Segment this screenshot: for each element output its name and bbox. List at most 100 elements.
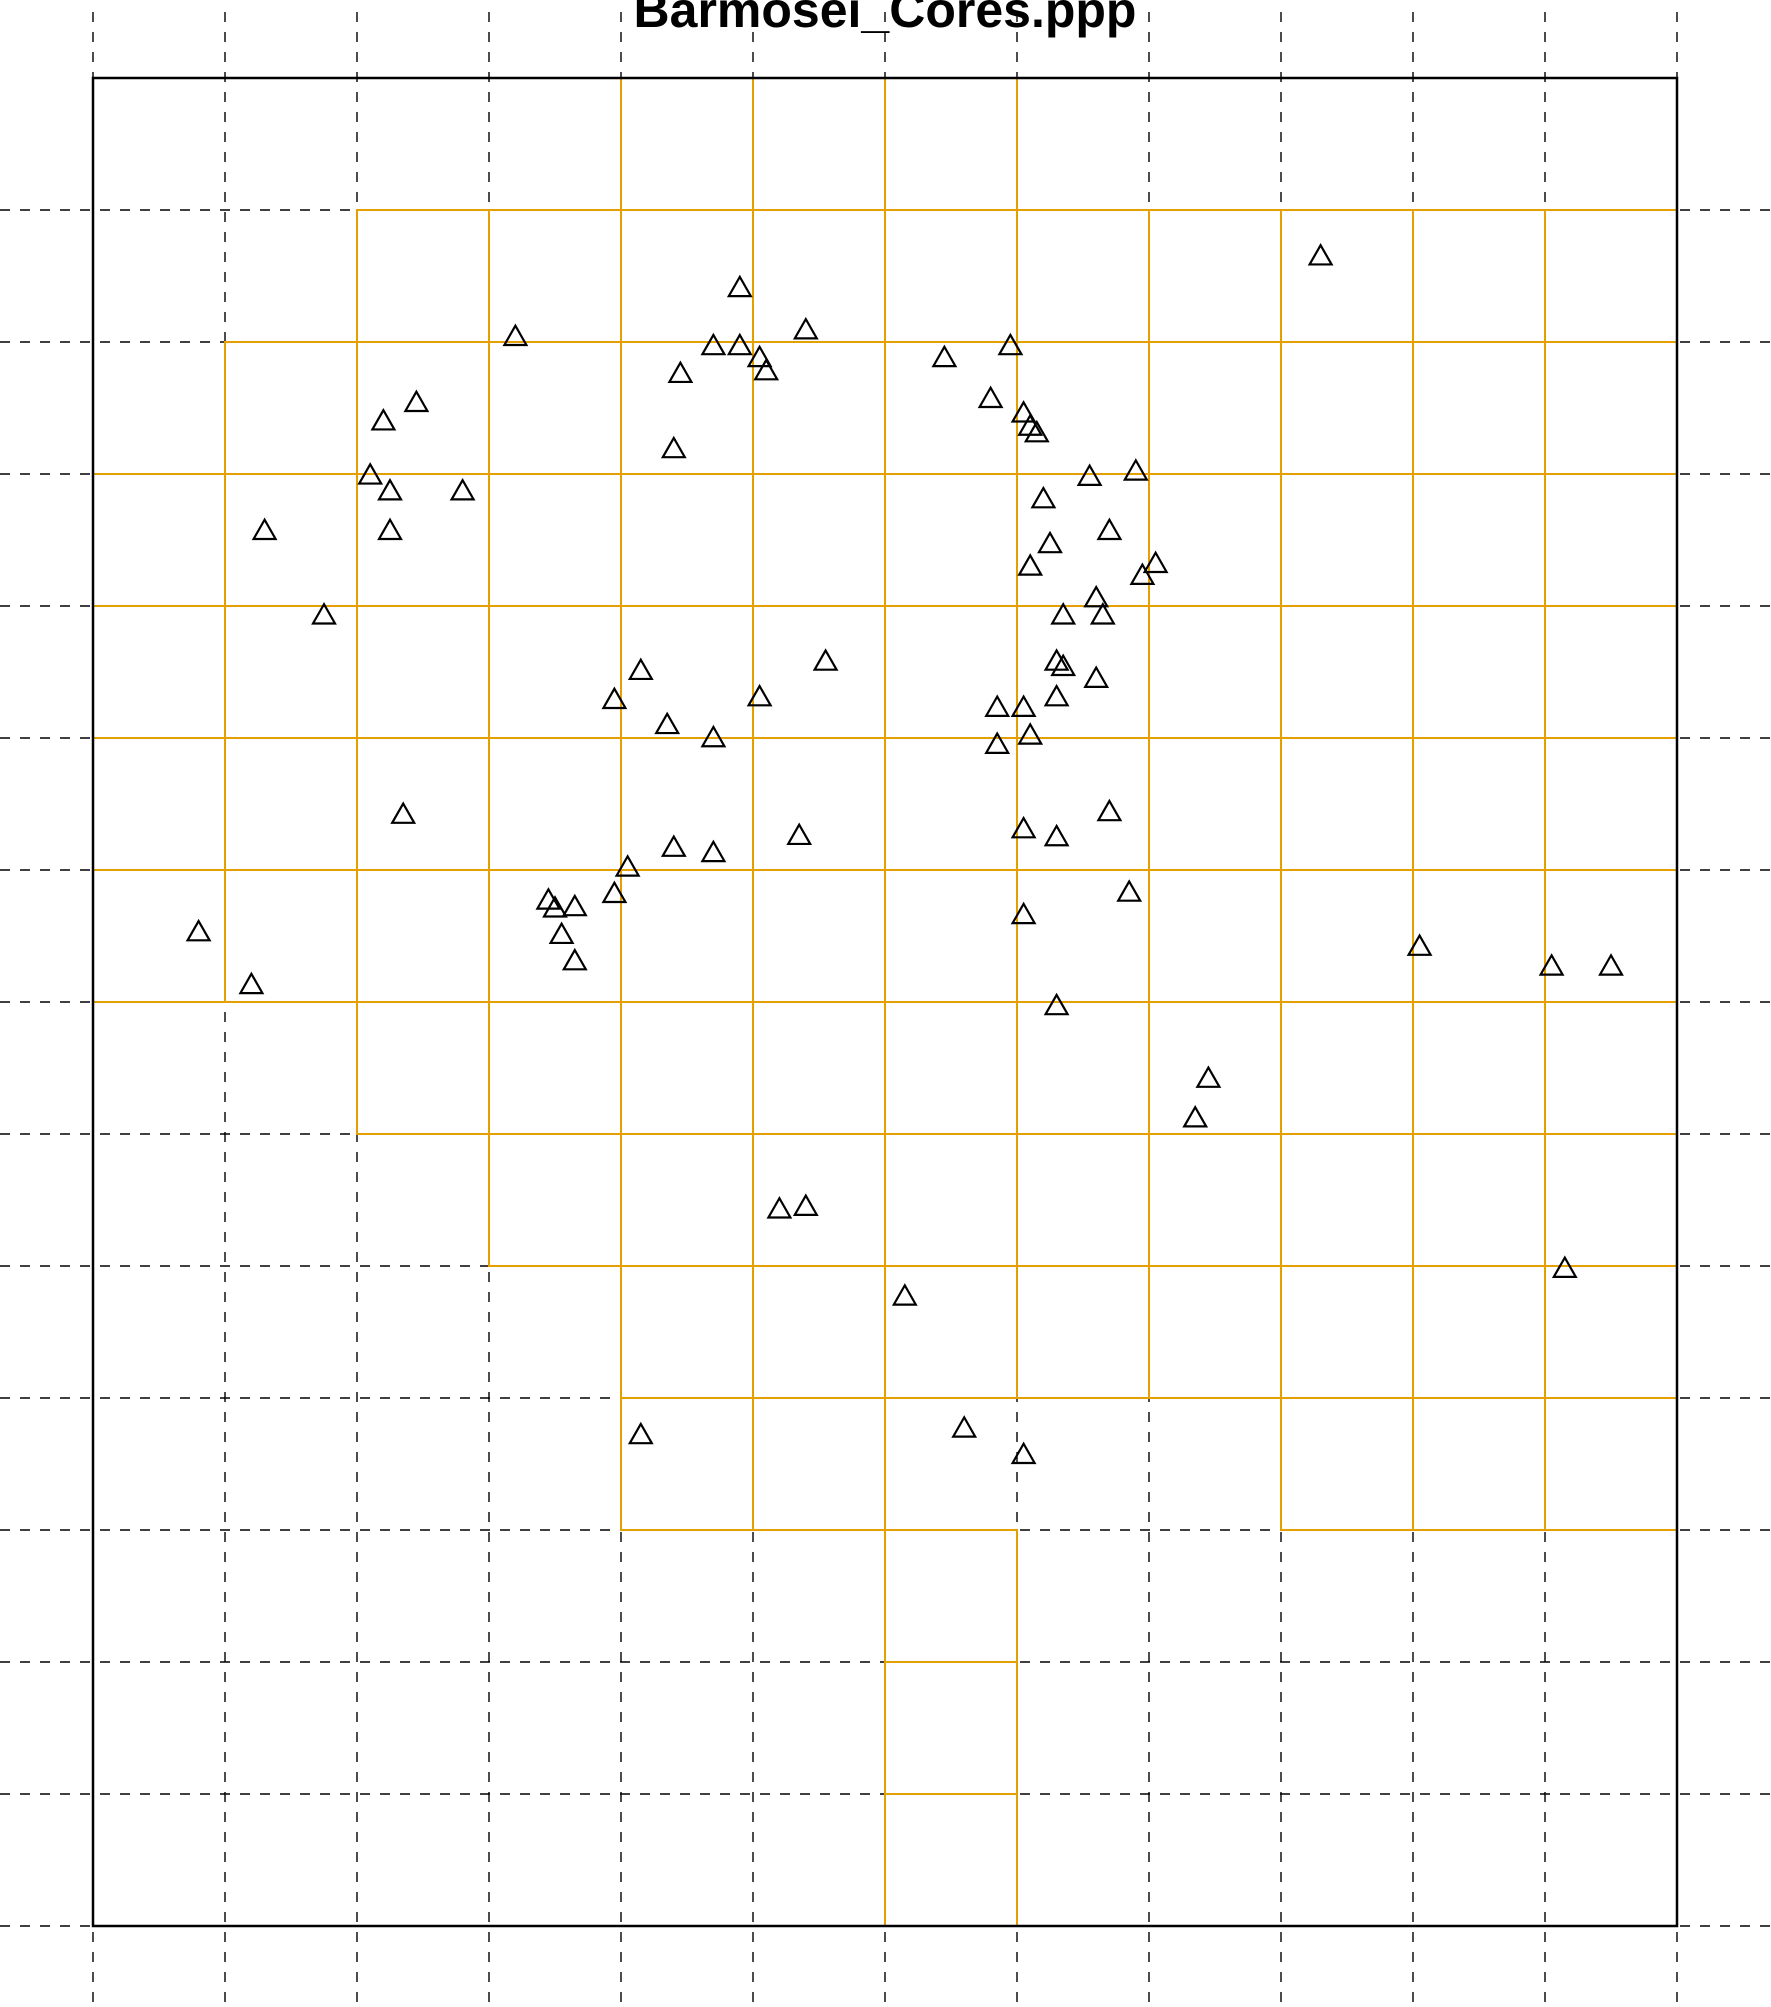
quadrat-tile [1016,341,1150,475]
data-point [548,921,575,945]
quadrat-tile [1544,605,1678,739]
data-point [660,435,687,459]
quadrat-tile [356,1001,490,1135]
quadrat-tile [356,605,490,739]
data-point [627,1421,654,1445]
quadrat-tile [1544,869,1678,1003]
data-point [1538,953,1565,976]
quadrat-tile [752,737,886,871]
data-point [792,1193,819,1216]
quadrat-tile [1016,1001,1150,1135]
quadrat-tile [488,209,622,343]
data-point [390,801,417,824]
quadrat-tile [1412,473,1546,607]
quadrat-tile [620,209,754,343]
data-point [812,648,839,671]
data-point [238,971,265,995]
quadrat-tile [1280,1133,1414,1267]
data-point [627,657,654,681]
data-point [997,332,1024,356]
data-point [753,357,780,381]
data-point [561,893,588,917]
data-point [1083,584,1110,608]
quadrat-tile [1016,1133,1150,1267]
data-point [667,360,694,384]
quadrat-tile [1412,1397,1546,1531]
data-point [891,1283,918,1306]
data-point [1083,665,1110,688]
quadrat-tile [1148,1133,1282,1267]
data-point [377,517,403,541]
quadrat-tile [620,341,754,475]
quadrat-tile [1280,341,1414,475]
observation-window [91,76,1679,1928]
quadrat-tile [1412,341,1546,475]
quadrat-tile [1412,737,1546,871]
data-point [1043,648,1070,671]
data-point [1089,602,1116,625]
data-point [1010,1441,1037,1465]
quadrat-tile [884,1133,1018,1267]
data-point [311,602,337,625]
quadrat-tile [884,1793,1018,1927]
quadrat-tile [620,1001,754,1135]
quadrat-tile [224,473,358,607]
data-point [601,686,628,710]
quadrat-tile [752,77,886,211]
quadrat-tile [1148,473,1282,607]
quadrat-tile [356,737,490,871]
quadrat-tile [620,605,754,739]
quadrat-tile [620,1397,754,1531]
data-point [1010,901,1037,925]
data-point [1043,823,1070,847]
point-pattern [185,242,1624,1465]
data-point [185,918,212,942]
quadrat-tile [92,869,226,1003]
quadrat-tile [1016,605,1150,739]
quadrat-tile [1544,1265,1678,1399]
data-point [1010,815,1037,839]
quadrat-tile [488,1133,622,1267]
quadrat-tile [1412,869,1546,1003]
data-point [614,854,641,877]
data-point [1551,1255,1578,1278]
quadrat-tile [884,869,1018,1003]
quadrat-tile [752,1133,886,1267]
quadrat-tile [1544,1001,1678,1135]
quadrat-tile [884,1661,1018,1795]
data-point [700,332,727,356]
quadrat-tile [1280,737,1414,871]
quadrat-tile [1544,473,1678,607]
data-point [746,344,773,368]
quadrat-tile [92,737,226,871]
data-point [1050,602,1077,625]
quadrat-tile [488,341,622,475]
data-point [1116,879,1143,902]
quadrat-tile [488,605,622,739]
quadrat-tile [1148,737,1282,871]
quadrat-tile [224,737,358,871]
quadrat-tile [1016,737,1150,871]
data-point [984,694,1011,717]
data-point [726,332,753,356]
quadrat-tile [1148,341,1282,475]
data-point [1182,1104,1209,1128]
data-point [1076,463,1103,486]
quadrat-tile [752,209,886,343]
data-point [1010,400,1037,423]
data-point [792,316,819,340]
data-point [977,385,1004,409]
quadrat-tile [1412,605,1546,739]
quadrat-tile [1544,737,1678,871]
data-point [660,834,687,857]
quadrat-tile [1280,473,1414,607]
quadrat-tile [620,869,754,1003]
data-point [1050,653,1077,677]
data-point [931,344,958,368]
quadrat-tile [1016,1265,1150,1399]
quadrat-tile [488,737,622,871]
quadrat-tile [1412,1001,1546,1135]
data-point [1598,953,1624,976]
quadrat-tile [488,1001,622,1135]
